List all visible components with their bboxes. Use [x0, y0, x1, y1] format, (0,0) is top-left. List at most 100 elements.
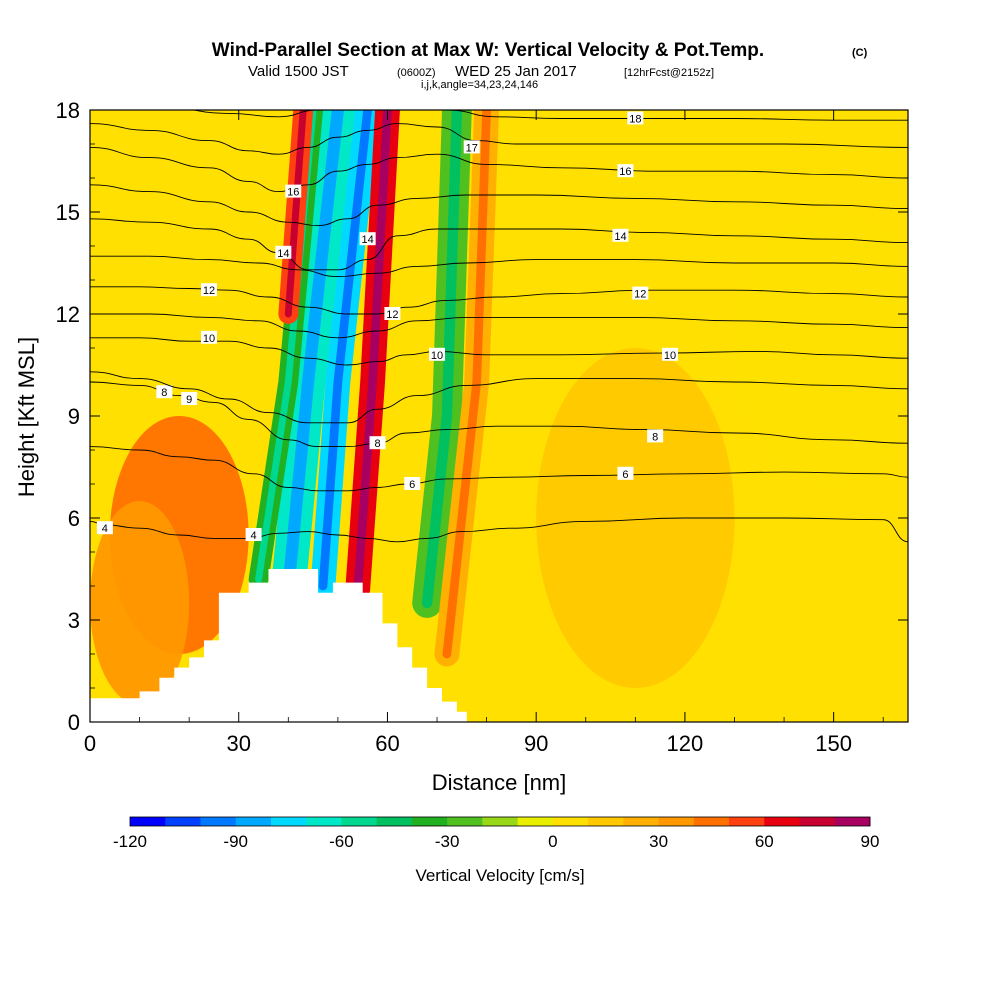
colorbar-segment: [306, 817, 342, 826]
colorbar-segment: [165, 817, 201, 826]
colorbar-segment: [235, 817, 272, 826]
plot-area: 4 4 6 6 8 8 8 9 10 10 10 12 12 12 14 14 14 16 16 17 18: [90, 110, 908, 722]
isentrope-contour: [90, 371, 908, 424]
isentrope-contour: [90, 313, 908, 339]
isentrope-contour: [90, 123, 908, 155]
contour-label: 18: [629, 114, 641, 126]
contour-label: 6: [622, 469, 628, 481]
contour-label: 16: [287, 187, 299, 199]
contour-label-box: [275, 245, 292, 259]
y-tick-label: 0: [68, 710, 80, 735]
contour-label-box: [617, 164, 634, 178]
colorbar-title: Vertical Velocity [cm/s]: [415, 866, 584, 885]
contour-label-box: [429, 347, 446, 361]
colorbar-tick-label: 0: [548, 832, 557, 851]
colorbar-tick-label: -60: [329, 832, 354, 851]
colorbar-tick-label: 30: [649, 832, 668, 851]
isentrope-contour: [191, 110, 908, 121]
y-tick-label: 12: [56, 302, 80, 327]
colorbar-tick-label: 60: [755, 832, 774, 851]
colorbar-segment: [376, 817, 413, 826]
contour-label-box: [463, 140, 480, 154]
x-tick-label: 0: [84, 731, 96, 756]
w-band-core: [421, 110, 463, 609]
potential-temperature-contours: 4 4 6 6 8 8 8 9 10 10 10 12 12 12 14 14 14 16 16 17 18: [90, 110, 908, 543]
contour-label-box: [245, 528, 262, 541]
contour-label-box: [200, 330, 217, 344]
y-tick-label: 3: [68, 608, 80, 633]
colorbar-segment: [834, 817, 871, 826]
contour-label-box: [96, 521, 113, 535]
contour-label: 14: [614, 231, 626, 243]
colorbar-segment: [482, 817, 519, 826]
colorbar-segment: [764, 817, 801, 826]
y-axis: 0 3 6 9 12 15 18: [56, 98, 908, 735]
contour-label: 4: [102, 523, 108, 535]
subtitle-date: WED 25 Jan 2017: [455, 63, 577, 80]
w-band-core: [353, 110, 392, 594]
isentrope-contour: [90, 184, 908, 227]
colorbar-frame: [129, 816, 871, 827]
contour-label: 6: [409, 479, 415, 491]
contour-label-box: [181, 392, 198, 405]
contour-label: 4: [251, 530, 257, 542]
isentrope-contour: [90, 218, 908, 271]
colorbar-tick-label: -30: [435, 832, 460, 851]
colorbar-segment: [517, 817, 554, 826]
w-band-core: [318, 110, 372, 591]
contour-label: 12: [203, 285, 215, 297]
colorbar-segment: [447, 817, 483, 826]
contour-label-box: [200, 283, 217, 297]
contour-label: 8: [374, 438, 380, 450]
isentrope-contour: [90, 381, 908, 448]
contour-label-box: [662, 347, 679, 361]
colorbar-segment: [658, 817, 695, 826]
x-axis: 0 30 60 90 120 150: [84, 110, 884, 756]
contour-label: 16: [619, 166, 631, 178]
colorbar-segment: [693, 817, 730, 826]
contour-label: 8: [161, 387, 167, 399]
colorbar-tick-label: 90: [861, 832, 880, 851]
subtitle-indices: i,j,k,angle=34,23,24,146: [421, 79, 538, 91]
contour-label: 14: [361, 234, 373, 246]
y-tick-label: 15: [56, 200, 80, 225]
colorbar-segment: [799, 817, 836, 826]
vertical-velocity-shading: [90, 110, 908, 705]
terrain-mask: [90, 569, 467, 722]
w-band-core: [442, 110, 491, 659]
colorbar-segment: [270, 817, 307, 826]
colorbar-segment: [130, 817, 166, 826]
y-axis-label: Height [Kft MSL]: [14, 337, 39, 497]
contour-label-box: [632, 286, 649, 300]
subtitle-utc: (0600Z): [397, 67, 436, 79]
contour-label-box: [627, 111, 644, 125]
y-tick-label: 6: [68, 506, 80, 531]
colorbar-segment: [341, 817, 378, 826]
colorbar-segment: [588, 817, 624, 826]
contour-label: 12: [386, 309, 398, 321]
contour-label: 10: [431, 350, 443, 362]
contour-label-box: [617, 466, 634, 480]
colorbar-tick-label: -120: [113, 832, 147, 851]
y-tick-label: 18: [56, 98, 80, 123]
w-band-core: [284, 110, 307, 318]
colorbar-segment: [200, 817, 237, 826]
subtitle-forecast: [12hrFcst@2152z]: [624, 67, 714, 79]
contour-label-box: [404, 477, 421, 490]
contour-label-box: [156, 385, 173, 399]
contour-label: 17: [466, 142, 478, 154]
y-tick-label: 9: [68, 404, 80, 429]
contour-label-box: [285, 184, 302, 198]
x-tick-label: 60: [375, 731, 399, 756]
x-tick-label: 30: [226, 731, 250, 756]
contour-label-box: [369, 436, 386, 450]
chart-subtitle: Valid 1500 JST (0600Z) WED 25 Jan 2017 […: [248, 63, 714, 91]
w-cell: [90, 501, 190, 705]
colorbar-tick-label: -90: [223, 832, 248, 851]
colorbar-segment: [552, 817, 589, 826]
contour-label: 12: [634, 289, 646, 301]
colorbar-segment: [623, 817, 660, 826]
isentrope-contour: [90, 146, 908, 193]
x-tick-label: 120: [667, 731, 704, 756]
